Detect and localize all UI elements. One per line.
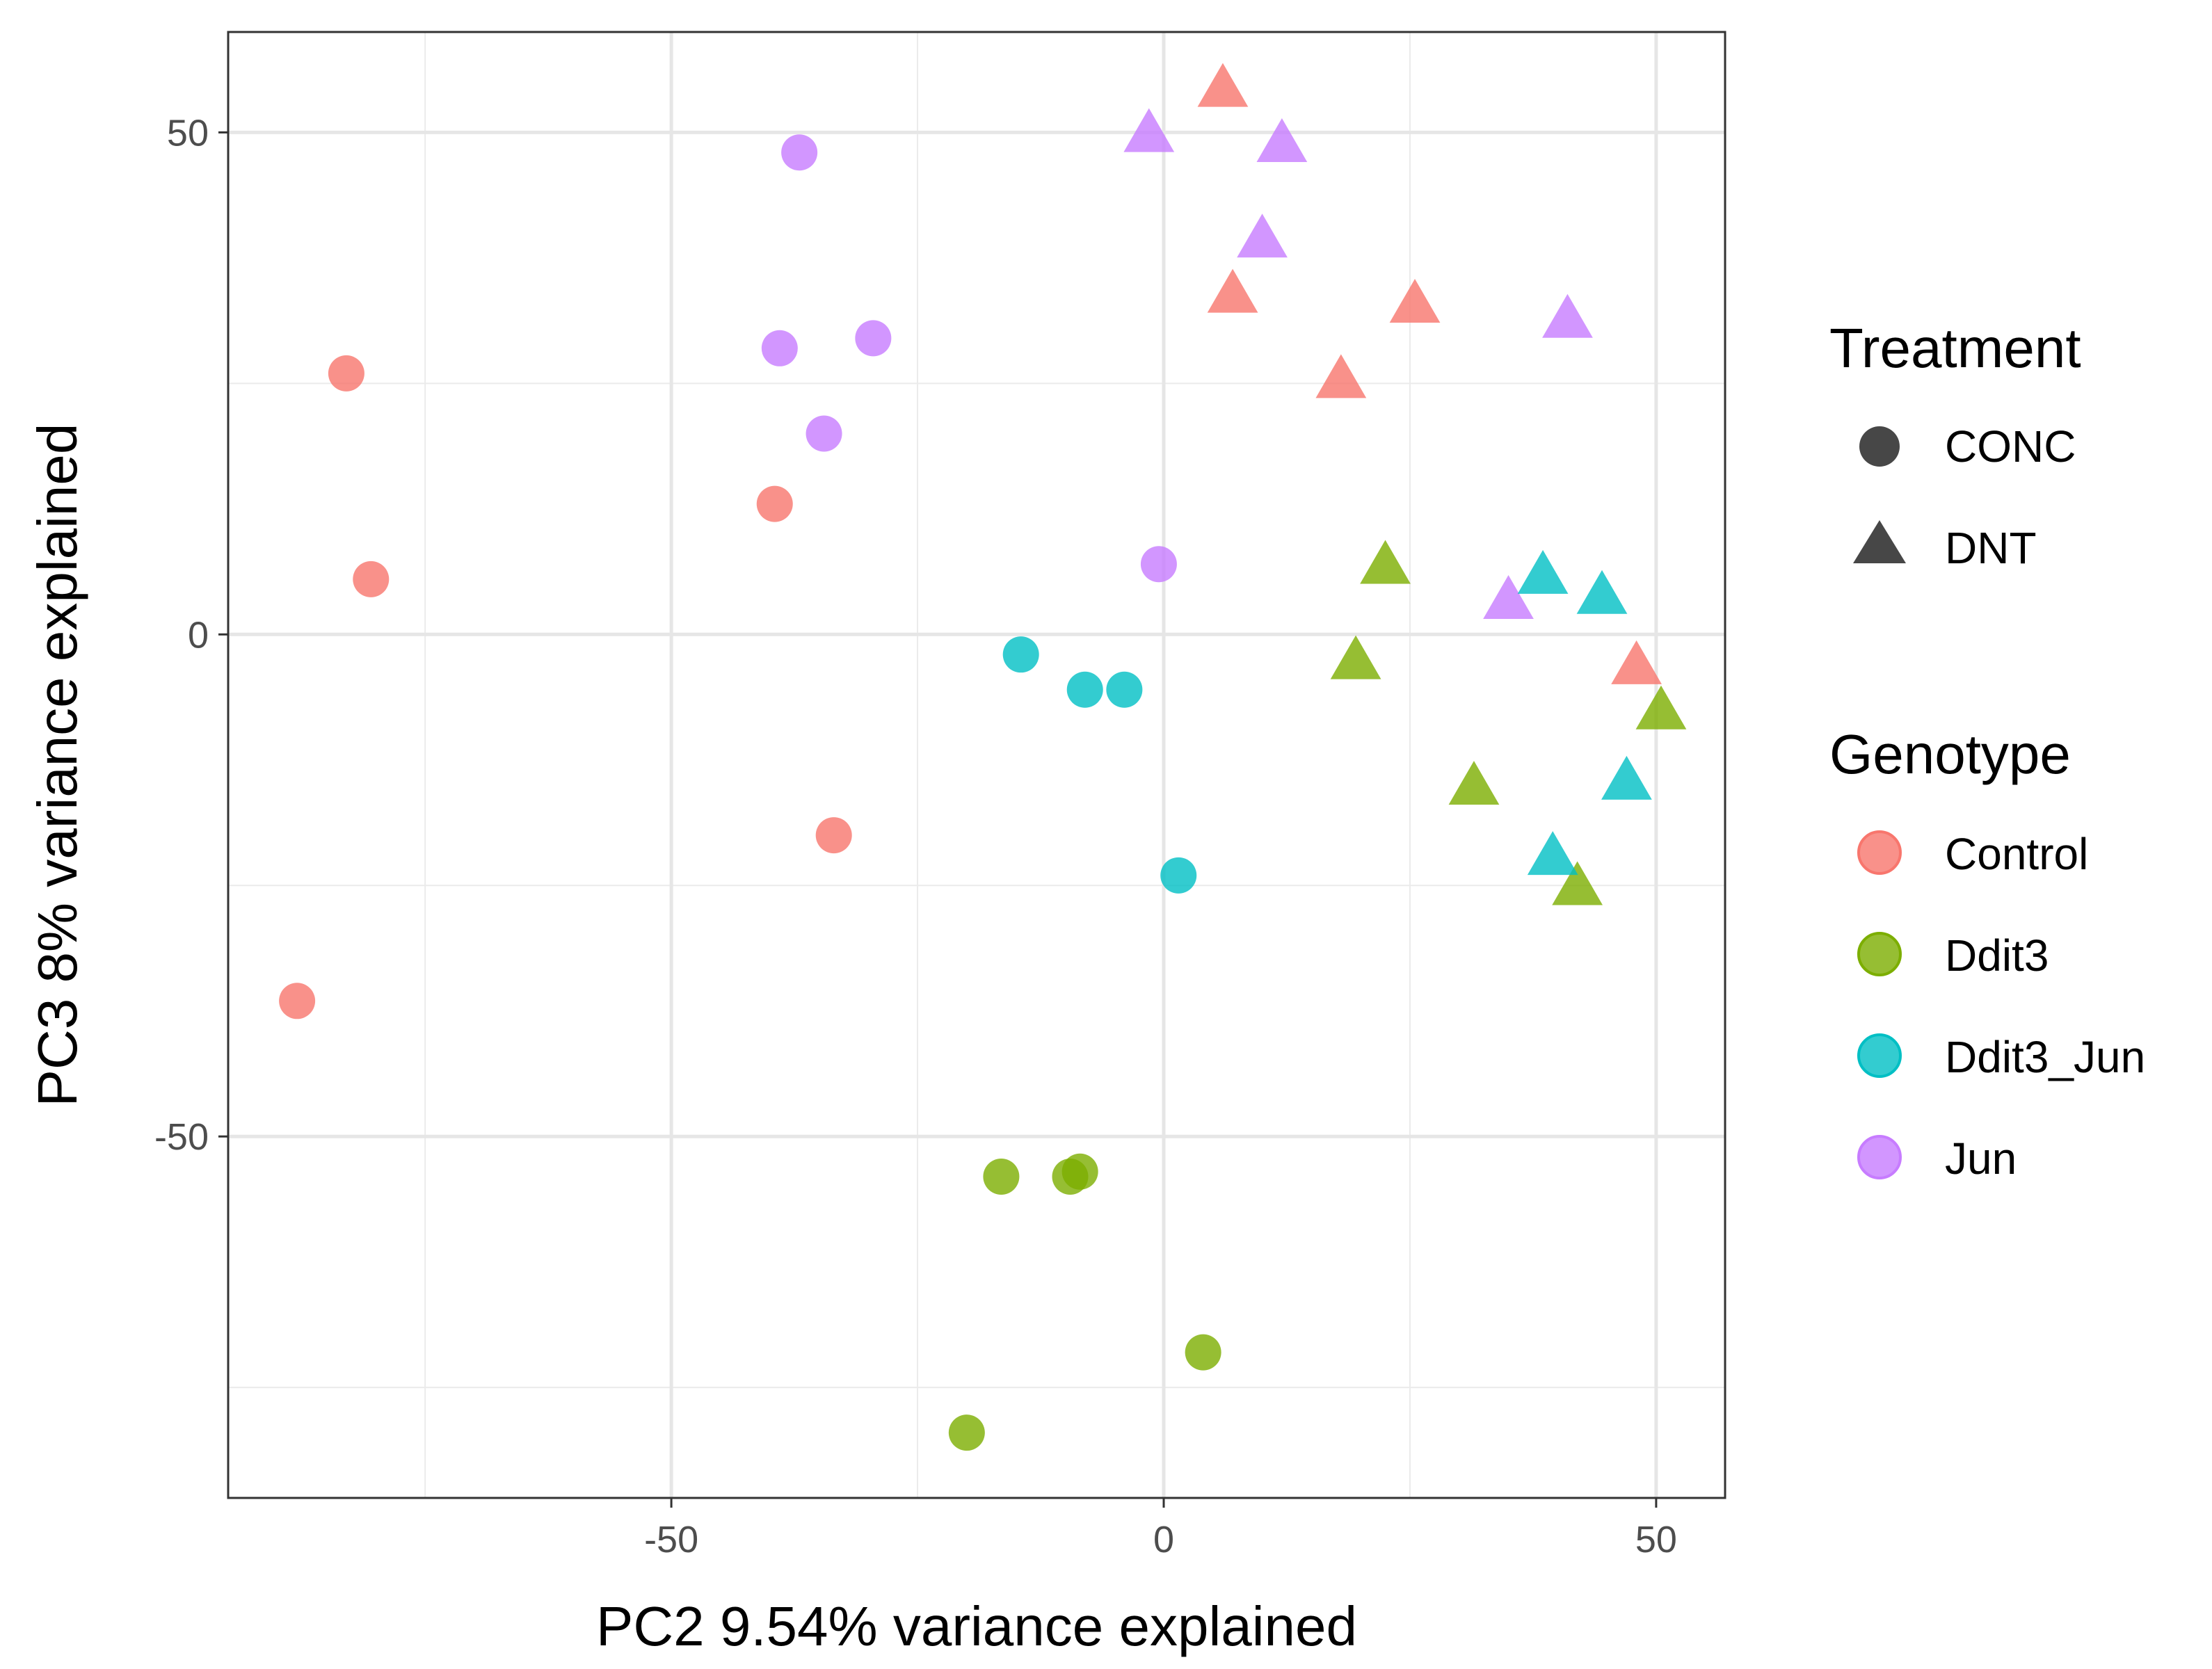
y-axis-title: PC3 8% variance explained [26, 424, 88, 1107]
legend-conc-circle-icon [1859, 426, 1900, 467]
legend-dnt-label: DNT [1945, 523, 2037, 573]
legend-genotype: Genotype Control Ddit3 Ddit3_Jun Jun [1829, 723, 2145, 1184]
point-jun-dnt [1542, 293, 1593, 338]
point-ddit3-conc [1061, 1153, 1098, 1190]
point-ddit3-dnt [1448, 761, 1500, 805]
point-jun-dnt [1256, 118, 1308, 163]
point-jun-dnt [1483, 574, 1534, 619]
legend-control-label: Control [1945, 829, 2088, 879]
point-ddit3-dnt [1552, 861, 1603, 905]
point-control-dnt [1389, 279, 1441, 323]
point-control-conc [756, 485, 793, 522]
point-jun-conc [1140, 546, 1177, 583]
point-ddit3-jun-conc [1106, 671, 1143, 708]
legend-ddit3-jun-circle-icon [1857, 1033, 1902, 1078]
minor-gridlines [228, 32, 1725, 1498]
point-control-conc [353, 561, 390, 597]
legend-ddit3-circle-icon [1857, 932, 1902, 976]
legend-treatment-title: Treatment [1829, 317, 2081, 379]
point-ddit3-jun-conc [1002, 636, 1039, 673]
point-ddit3-dnt [1330, 635, 1381, 679]
x-axis-title: PC2 9.54% variance explained [596, 1595, 1357, 1657]
point-jun-dnt [1237, 213, 1288, 258]
legend-dnt-triangle-icon [1853, 520, 1906, 563]
plot-panel [228, 32, 1725, 1498]
point-ddit3-jun-dnt [1527, 831, 1578, 876]
point-ddit3-dnt [1635, 685, 1687, 729]
point-control-conc [279, 983, 316, 1019]
legend-jun-label: Jun [1945, 1134, 2017, 1184]
point-jun-conc [761, 330, 798, 366]
point-ddit3-conc [983, 1158, 1020, 1195]
legend-ddit3-label: Ddit3 [1945, 930, 2049, 981]
point-ddit3-jun-conc [1066, 671, 1103, 708]
point-control-conc [815, 817, 852, 854]
y-tick-label: -50 [154, 1116, 209, 1158]
plot-border [227, 31, 1726, 1499]
point-control-dnt [1315, 354, 1367, 398]
point-control-dnt [1611, 640, 1662, 684]
legend-ddit3-jun-label: Ddit3_Jun [1945, 1032, 2145, 1082]
legend-genotype-title: Genotype [1829, 723, 2071, 785]
point-control-dnt [1207, 268, 1258, 313]
x-axis-ticks: -50 0 50 [644, 1498, 1677, 1561]
point-jun-conc [781, 134, 818, 171]
y-tick-label: 0 [188, 614, 209, 656]
y-tick-label: 50 [167, 112, 209, 154]
point-ddit3-conc [948, 1414, 985, 1451]
x-tick-label: 0 [1153, 1519, 1174, 1561]
legend-control-circle-icon [1857, 830, 1902, 875]
point-jun-conc [855, 320, 892, 357]
point-ddit3-conc [1185, 1334, 1221, 1371]
point-ddit3-jun-dnt [1576, 570, 1628, 614]
point-ddit3-dnt [1360, 540, 1411, 584]
point-jun-conc [806, 415, 842, 452]
point-jun-dnt [1123, 108, 1175, 152]
x-tick-label: 50 [1635, 1519, 1677, 1561]
point-ddit3-jun-dnt [1601, 755, 1652, 800]
legend-jun-circle-icon [1857, 1135, 1902, 1179]
legend-treatment: Treatment CONC DNT [1829, 317, 2081, 573]
legend-conc-label: CONC [1945, 421, 2076, 471]
major-gridlines [228, 32, 1725, 1498]
data-points [279, 63, 1687, 1451]
x-tick-label: -50 [644, 1519, 698, 1561]
point-ddit3-jun-conc [1160, 857, 1197, 894]
y-axis-ticks: 50 0 -50 [154, 112, 228, 1158]
point-control-conc [328, 355, 364, 392]
point-ddit3-jun-dnt [1517, 549, 1569, 594]
point-control-dnt [1197, 63, 1249, 107]
